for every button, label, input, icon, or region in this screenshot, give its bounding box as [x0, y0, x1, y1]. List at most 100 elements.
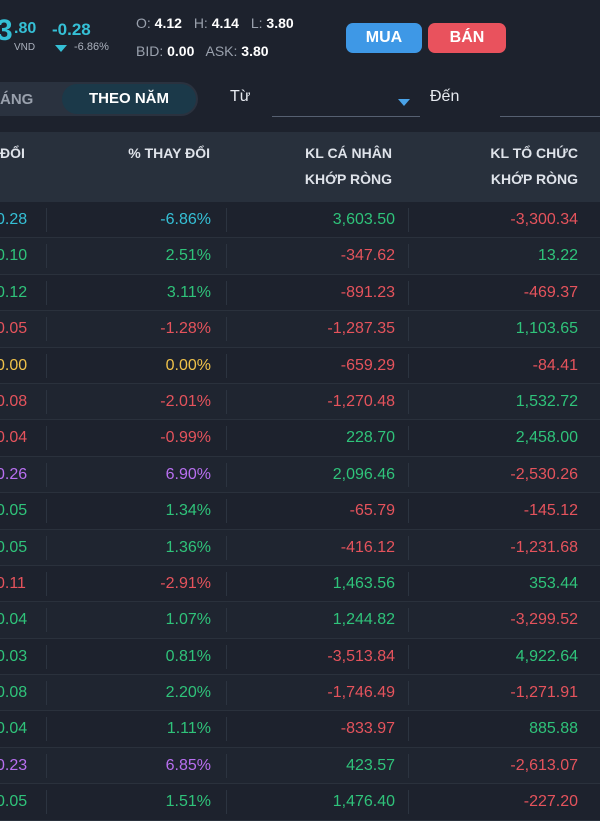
personal-net-cell: -833.97 [340, 720, 395, 738]
col-header-line: KL CÁ NHÂN [305, 145, 392, 161]
pct-change-cell: -0.99% [160, 429, 211, 447]
personal-net-cell: -347.62 [340, 247, 395, 265]
table-row[interactable]: 0.12 3.11% -891.23 -469.37 [0, 275, 600, 312]
org-net-cell: -145.12 [523, 502, 578, 520]
column-divider [408, 753, 409, 778]
table-row[interactable]: 0.11 -2.91% 1,463.56 353.44 [0, 566, 600, 603]
personal-net-cell: -891.23 [340, 283, 395, 301]
table-row[interactable]: 0.08 -2.01% -1,270.48 1,532.72 [0, 383, 600, 421]
column-divider [46, 571, 47, 596]
personal-net-cell: -1,270.48 [327, 392, 395, 410]
column-divider [226, 353, 227, 378]
high-value: 4.14 [211, 15, 239, 31]
change-cell: 0.08 [0, 684, 28, 702]
change-cell: 0.10 [0, 247, 28, 265]
column-divider [226, 499, 227, 524]
personal-net-cell: 423.57 [346, 756, 395, 774]
table-row[interactable]: 0.10 2.51% -347.62 13.22 [0, 238, 600, 275]
change-cell: 0.04 [0, 429, 28, 447]
ask-value: 3.80 [241, 43, 269, 59]
table-row[interactable]: 0.05 1.36% -416.12 -1,231.68 [0, 529, 600, 566]
to-date-select[interactable] [500, 86, 600, 117]
col-header-line: % THAY ĐỔI [128, 145, 210, 161]
table-row[interactable]: 0.04 -0.99% 228.70 2,458.00 [0, 420, 600, 457]
col-header-line: KHỚP RÒNG [490, 171, 578, 187]
col-header-change[interactable]: ĐỔI [0, 140, 25, 166]
column-divider [46, 499, 47, 524]
col-header-line: ĐỔI [0, 145, 25, 161]
table-row[interactable]: 0.00 0.00% -659.29 -84.41 [0, 348, 600, 384]
col-header-org-net[interactable]: KL TỔ CHỨC KHỚP RÒNG [490, 140, 578, 192]
org-net-cell: -3,299.52 [510, 611, 578, 629]
down-arrow-icon [55, 45, 67, 52]
column-divider [408, 790, 409, 815]
price-change-percent: -6.86% [74, 41, 109, 53]
currency-label: VND [14, 42, 36, 53]
column-divider [408, 535, 409, 560]
column-divider [46, 717, 47, 742]
personal-net-cell: 228.70 [346, 429, 395, 447]
pct-change-cell: 3.11% [166, 283, 211, 301]
org-net-cell: 2,458.00 [515, 429, 578, 447]
column-divider [408, 244, 409, 269]
change-cell: 0.04 [0, 611, 28, 629]
column-divider [408, 208, 409, 232]
table-row[interactable]: 0.28 -6.86% 3,603.50 -3,300.34 [0, 202, 600, 239]
column-divider [46, 244, 47, 269]
column-divider [408, 317, 409, 342]
low-value: 3.80 [266, 15, 294, 31]
change-cell: 0.08 [0, 392, 28, 410]
change-cell: 0.23 [0, 756, 28, 774]
column-divider [226, 208, 227, 232]
sell-button[interactable]: BÁN [428, 23, 506, 53]
table-row[interactable]: 0.05 1.51% 1,476.40 -227.20 [0, 784, 600, 821]
low-label: L: [250, 15, 263, 31]
org-net-cell: 13.22 [537, 247, 578, 265]
table-row[interactable]: 0.05 1.34% -65.79 -145.12 [0, 493, 600, 530]
column-divider [226, 681, 227, 706]
change-cell: 0.04 [0, 720, 28, 738]
table-row[interactable]: 0.23 6.85% 423.57 -2,613.07 [0, 747, 600, 785]
table-body[interactable]: 0.28 -6.86% 3,603.50 -3,300.34 0.10 2.51% -347… [0, 202, 600, 821]
table-row[interactable]: 0.05 -1.28% -1,287.35 1,103.65 [0, 311, 600, 348]
org-net-cell: -2,530.26 [510, 465, 578, 483]
last-price-digit: 3 [0, 14, 13, 47]
org-net-cell: -469.37 [523, 283, 578, 301]
pct-change-cell: 2.20% [165, 684, 211, 702]
table-row[interactable]: 0.03 0.81% -3,513.84 4,922.64 [0, 639, 600, 676]
pct-change-cell: -2.01% [160, 392, 211, 410]
column-divider [408, 389, 409, 414]
from-date-select[interactable] [272, 86, 420, 117]
change-cell: 0.28 [0, 211, 28, 228]
pct-change-cell: 6.90% [165, 465, 211, 483]
to-date-label: Đến [430, 88, 460, 105]
pct-change-cell: 1.34% [165, 502, 211, 520]
change-cell: 0.03 [0, 647, 28, 665]
column-divider [226, 462, 227, 487]
price-change: -0.28 [52, 20, 91, 39]
column-divider [408, 462, 409, 487]
col-header-personal-net[interactable]: KL CÁ NHÂN KHỚP RÒNG [305, 140, 392, 192]
org-net-cell: 1,103.65 [515, 320, 578, 338]
table-row[interactable]: 0.26 6.90% 2,096.46 -2,530.26 [0, 456, 600, 494]
column-divider [46, 280, 47, 305]
change-cell: 0.05 [0, 538, 28, 556]
tab-by-year[interactable]: THEO NĂM [62, 84, 196, 114]
column-divider [408, 280, 409, 305]
col-header-pct-change[interactable]: % THAY ĐỔI [128, 140, 210, 166]
table-row[interactable]: 0.04 1.07% 1,244.82 -3,299.52 [0, 602, 600, 639]
org-net-cell: 353.44 [529, 574, 578, 592]
pct-change-cell: 1.51% [165, 793, 211, 811]
personal-net-cell: 1,463.56 [332, 574, 395, 592]
table-row[interactable]: 0.04 1.11% -833.97 885.88 [0, 711, 600, 748]
org-net-cell: 885.88 [529, 720, 578, 738]
buy-button[interactable]: MUA [346, 23, 422, 53]
change-cell: 0.05 [0, 320, 28, 338]
column-divider [46, 353, 47, 378]
open-value: 4.12 [154, 15, 182, 31]
tab-by-month[interactable]: ÁNG [0, 91, 34, 108]
column-divider [226, 280, 227, 305]
org-net-cell: -84.41 [532, 356, 578, 374]
table-row[interactable]: 0.08 2.20% -1,746.49 -1,271.91 [0, 675, 600, 712]
column-divider [226, 535, 227, 560]
